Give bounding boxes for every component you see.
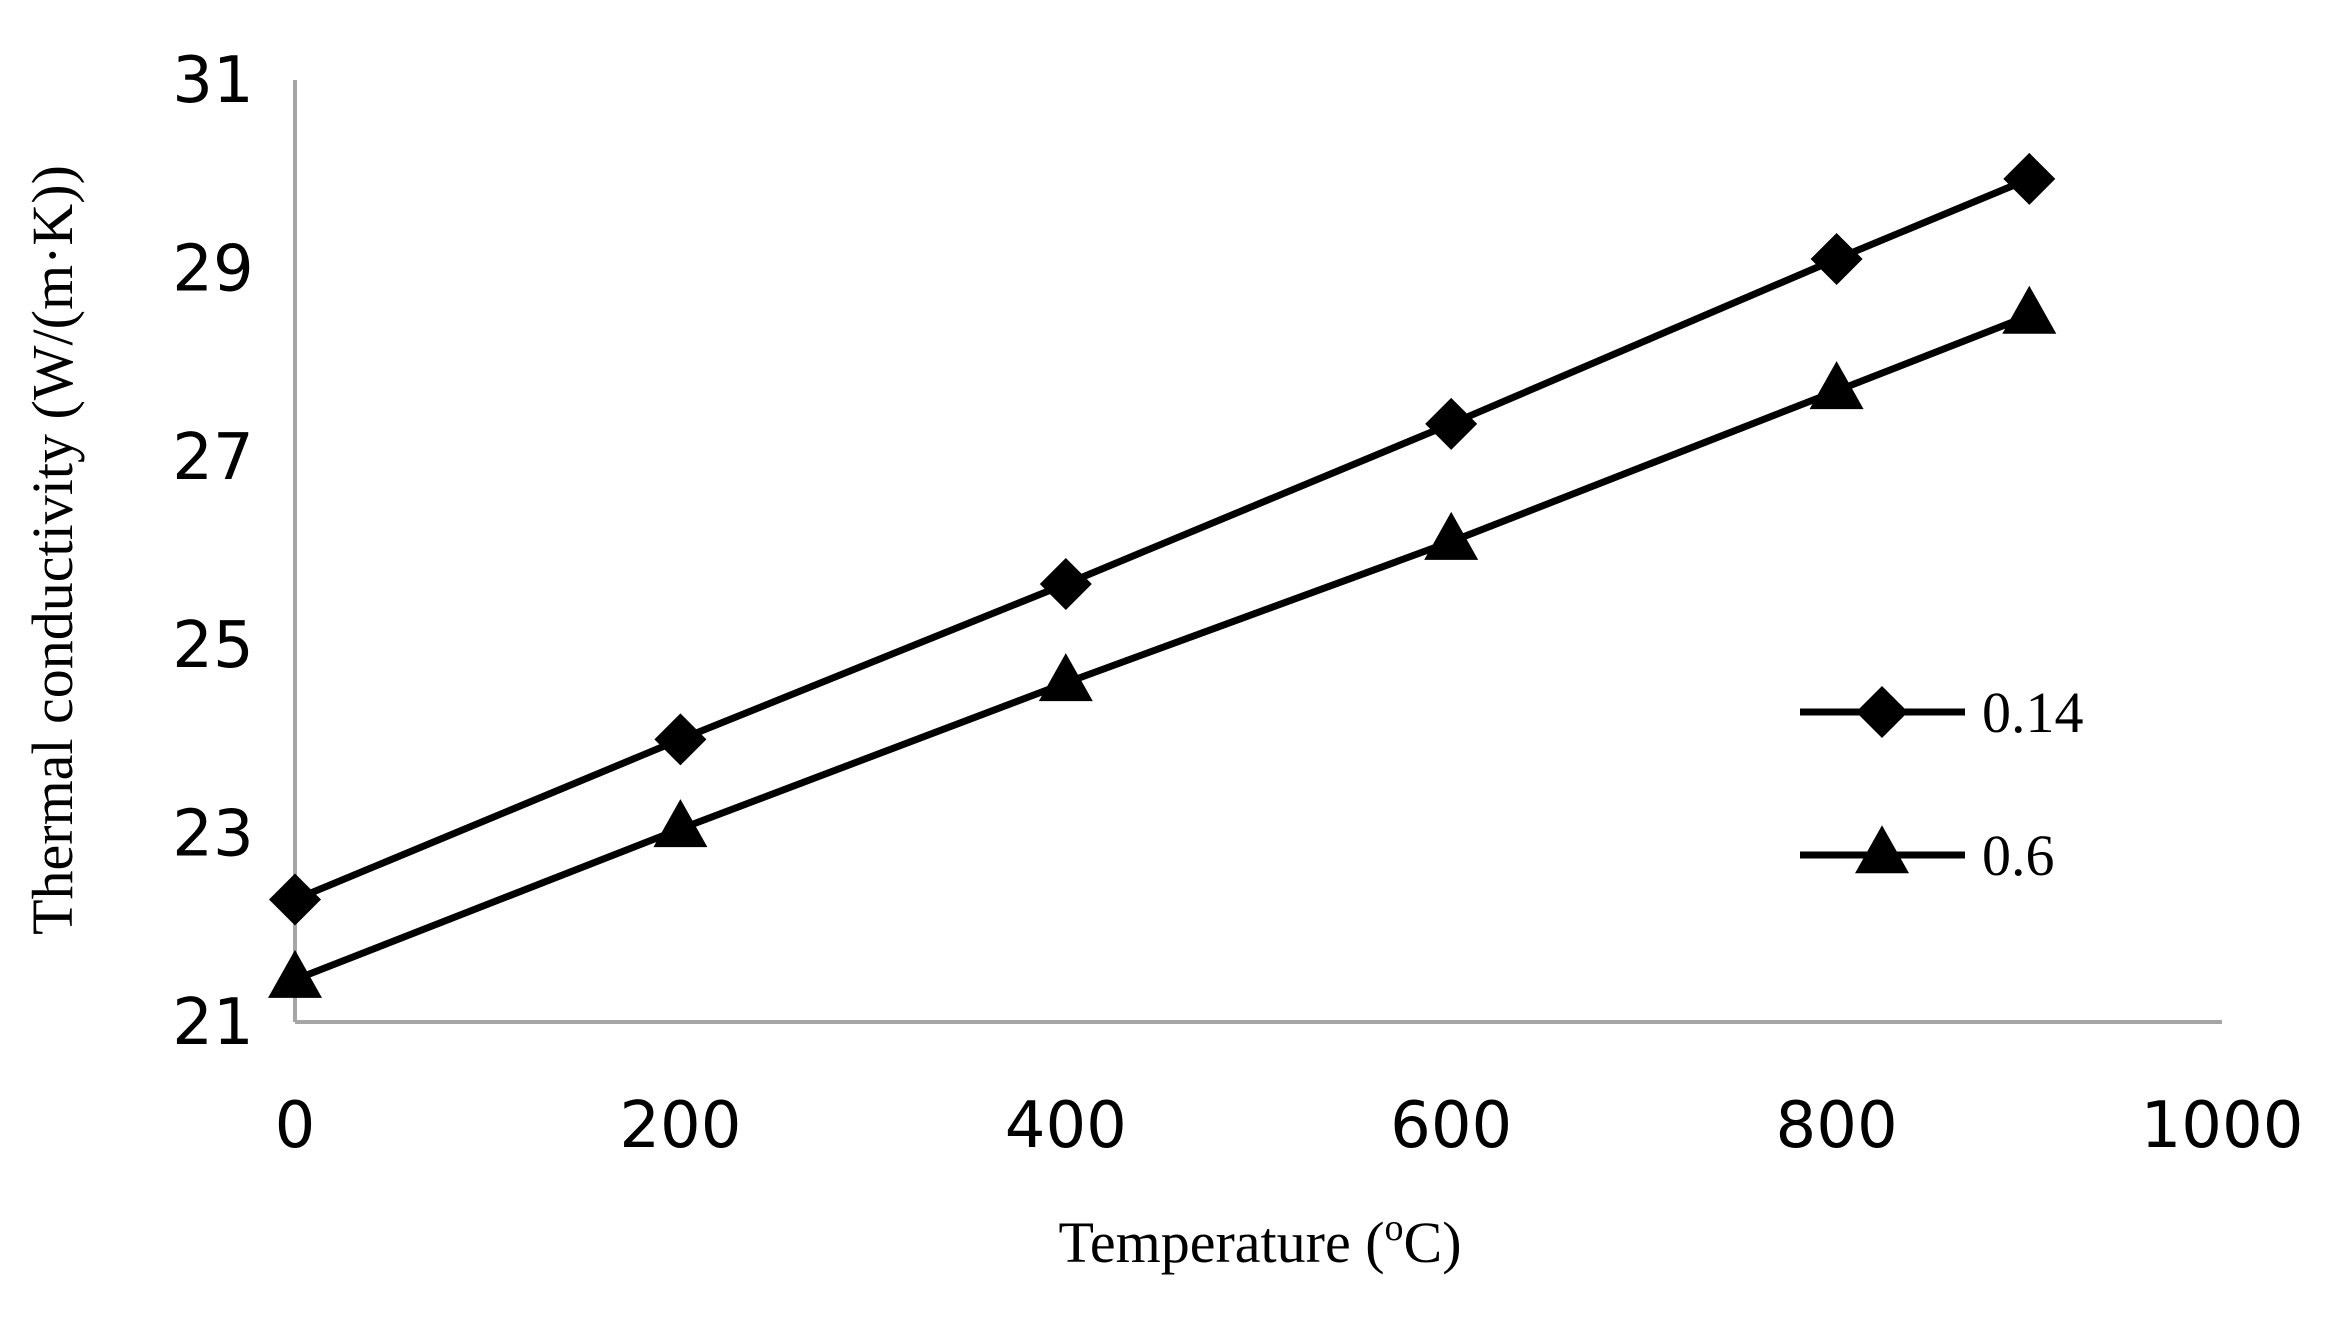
data-point [2002, 285, 2057, 334]
legend-label: 0.14 [1982, 680, 2084, 745]
legend-item: 0.14 [1800, 680, 2084, 745]
data-point [1039, 557, 1092, 610]
x-axis-title-main: Temperature ( [1058, 1210, 1384, 1275]
series-line [293, 175, 2031, 903]
y-tick-label: 25 [172, 609, 253, 683]
data-point [654, 713, 707, 766]
series-0.14 [269, 152, 2056, 926]
series-0.6 [268, 285, 2057, 998]
series-layer [268, 152, 2057, 998]
legend: 0.14 0.6 [1800, 680, 2084, 888]
y-tick-label: 31 [172, 44, 253, 118]
x-tick-label: 0 [275, 1089, 316, 1163]
data-point [2003, 152, 2056, 205]
data-point [1810, 232, 1863, 285]
x-tick-label: 800 [1776, 1089, 1898, 1163]
x-axis-title-superscript: o [1385, 1207, 1404, 1249]
x-axis-title: Temperature (oC) [1058, 1207, 1461, 1275]
y-axis-title: Thermal conductivity (W/(m·K)) [20, 165, 85, 935]
y-tick-label: 29 [172, 232, 253, 306]
data-point [1425, 397, 1478, 450]
data-point [1038, 653, 1093, 702]
legend-item: 0.6 [1800, 823, 2055, 888]
data-point [1809, 361, 1864, 410]
y-tick-labels: 21 23 25 27 29 31 [172, 44, 253, 1060]
data-point [1424, 511, 1479, 560]
legend-swatch-marker [1855, 825, 1909, 874]
x-tick-label: 600 [1390, 1089, 1512, 1163]
data-point [268, 949, 322, 998]
y-tick-label: 21 [172, 986, 253, 1060]
x-tick-label: 400 [1005, 1089, 1127, 1163]
x-tick-label: 1000 [2141, 1089, 2304, 1163]
y-tick-label: 27 [172, 421, 253, 495]
data-point [269, 873, 321, 926]
x-tick-label: 200 [619, 1089, 741, 1163]
legend-label: 0.6 [1982, 823, 2055, 888]
x-axis-title-suffix: C) [1404, 1210, 1462, 1275]
data-point [653, 799, 708, 848]
x-tick-labels: 0 200 400 600 800 1000 [275, 1089, 2304, 1163]
series-line [293, 312, 2031, 983]
legend-swatch-marker [1856, 686, 1908, 738]
y-tick-label: 23 [172, 798, 253, 872]
